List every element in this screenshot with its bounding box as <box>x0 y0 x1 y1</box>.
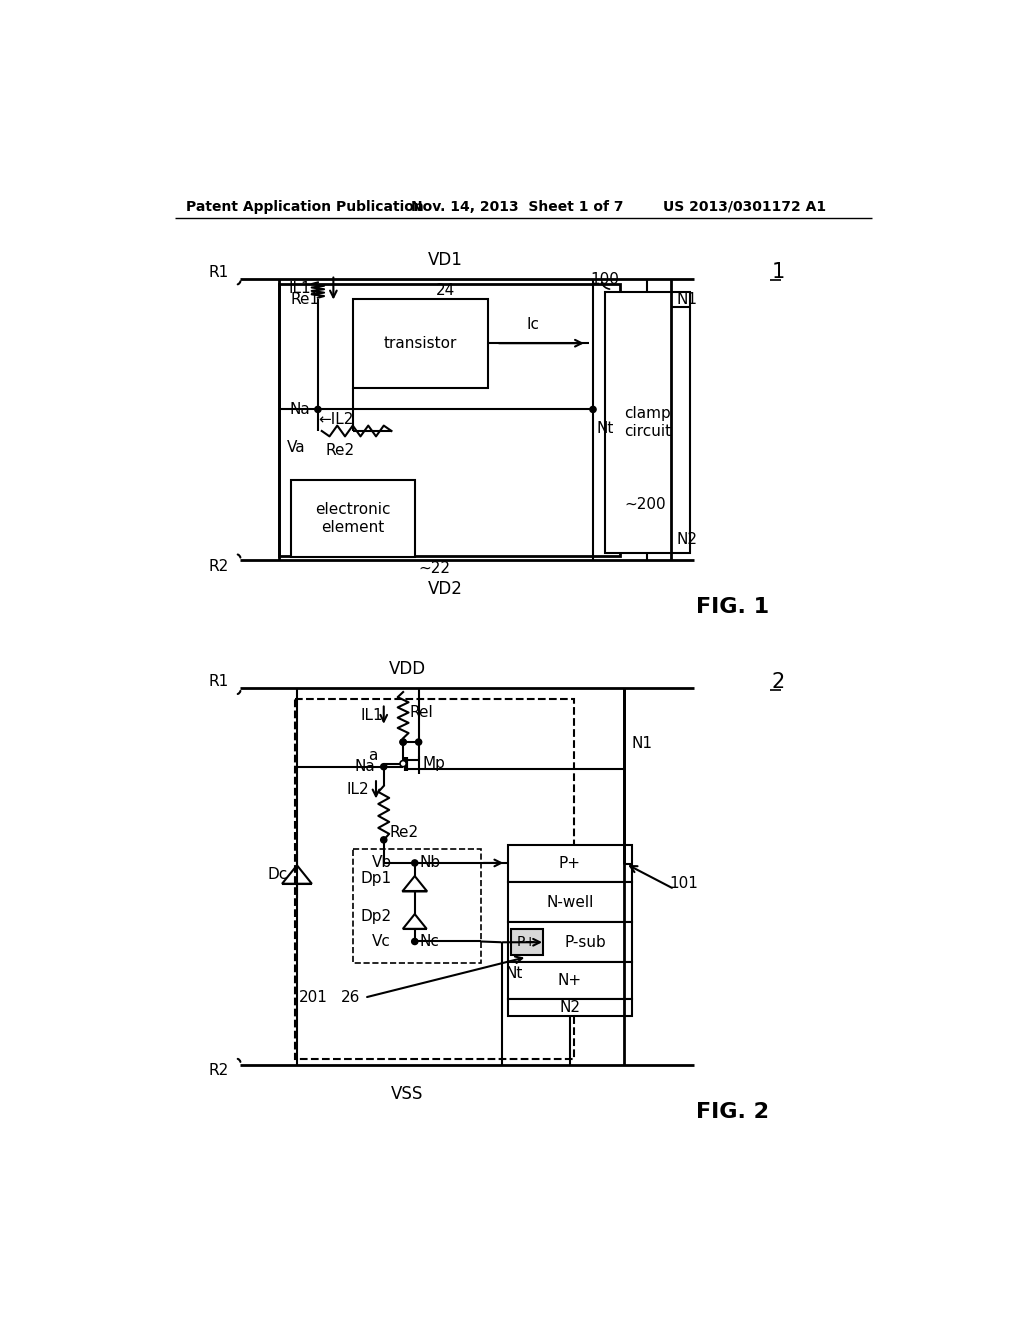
Text: transistor: transistor <box>383 335 457 351</box>
Text: Dp2: Dp2 <box>360 909 391 924</box>
Circle shape <box>381 837 387 843</box>
Text: N+: N+ <box>558 973 582 989</box>
Bar <box>352 300 488 388</box>
Text: ~22: ~22 <box>419 561 451 576</box>
Text: Vb: Vb <box>372 855 392 870</box>
Circle shape <box>400 739 407 744</box>
Text: P-sub: P-sub <box>564 935 606 950</box>
Text: 26: 26 <box>341 990 360 1006</box>
Text: 1: 1 <box>771 263 784 282</box>
Text: IL1: IL1 <box>289 281 311 296</box>
Text: N1: N1 <box>632 737 652 751</box>
Text: electronic: electronic <box>315 502 390 517</box>
Text: VDD: VDD <box>388 660 426 678</box>
Text: VSS: VSS <box>391 1085 423 1102</box>
Text: VD1: VD1 <box>428 251 463 268</box>
Text: Re2: Re2 <box>326 444 354 458</box>
Text: Nb: Nb <box>420 855 440 870</box>
Text: Nc: Nc <box>420 935 439 949</box>
Text: US 2013/0301172 A1: US 2013/0301172 A1 <box>663 199 826 214</box>
Text: N1: N1 <box>677 292 697 306</box>
Text: clamp: clamp <box>624 405 671 421</box>
Text: Dc: Dc <box>267 867 288 882</box>
Bar <box>291 480 415 557</box>
Text: 24: 24 <box>435 282 455 297</box>
Text: R1: R1 <box>209 675 228 689</box>
Text: Na: Na <box>290 401 310 417</box>
Text: Ic: Ic <box>526 317 539 333</box>
Text: N-well: N-well <box>546 895 594 909</box>
Text: Na: Na <box>354 759 375 775</box>
Circle shape <box>590 407 596 413</box>
Text: a: a <box>369 748 378 763</box>
Text: N2: N2 <box>677 532 697 546</box>
Circle shape <box>412 859 418 866</box>
Text: N2: N2 <box>559 1001 581 1015</box>
Bar <box>295 700 573 1059</box>
Bar <box>280 284 621 557</box>
Text: element: element <box>322 520 384 536</box>
Bar <box>511 929 544 956</box>
Text: Nt: Nt <box>506 965 523 981</box>
Bar <box>508 962 632 999</box>
Text: R2: R2 <box>209 558 228 574</box>
Text: 2: 2 <box>771 672 784 692</box>
Circle shape <box>416 739 422 744</box>
Bar <box>604 292 690 553</box>
Bar <box>508 923 632 962</box>
Text: Dp1: Dp1 <box>360 871 391 886</box>
Text: Nov. 14, 2013  Sheet 1 of 7: Nov. 14, 2013 Sheet 1 of 7 <box>411 199 624 214</box>
Text: 100: 100 <box>591 272 620 286</box>
Text: IL2: IL2 <box>346 783 370 797</box>
Text: Va: Va <box>287 441 305 455</box>
Circle shape <box>381 763 387 770</box>
Text: R2: R2 <box>209 1064 228 1078</box>
Text: Nt: Nt <box>597 421 614 436</box>
Text: 101: 101 <box>669 876 697 891</box>
Text: P+: P+ <box>517 936 538 949</box>
Bar <box>508 882 632 923</box>
Circle shape <box>400 760 407 767</box>
Circle shape <box>314 407 321 413</box>
Bar <box>508 999 632 1016</box>
Text: 201: 201 <box>299 990 328 1006</box>
Text: R1: R1 <box>209 265 228 280</box>
Text: circuit: circuit <box>624 424 671 440</box>
Text: Mp: Mp <box>423 756 445 771</box>
Text: FIG. 1: FIG. 1 <box>696 597 769 618</box>
Text: VD2: VD2 <box>428 581 463 598</box>
Text: FIG. 2: FIG. 2 <box>696 1102 769 1122</box>
Text: Vc: Vc <box>372 935 391 949</box>
Text: Re1: Re1 <box>291 292 319 306</box>
Bar <box>352 849 480 964</box>
Text: IL1: IL1 <box>360 708 383 722</box>
Text: ←IL2: ←IL2 <box>317 412 353 426</box>
Text: Patent Application Publication: Patent Application Publication <box>186 199 424 214</box>
Text: Rel: Rel <box>410 705 433 721</box>
Text: P+: P+ <box>559 857 581 871</box>
Bar <box>508 845 632 882</box>
Circle shape <box>400 739 407 744</box>
Text: Re2: Re2 <box>390 825 419 840</box>
Circle shape <box>412 939 418 945</box>
Text: ~200: ~200 <box>624 498 666 512</box>
